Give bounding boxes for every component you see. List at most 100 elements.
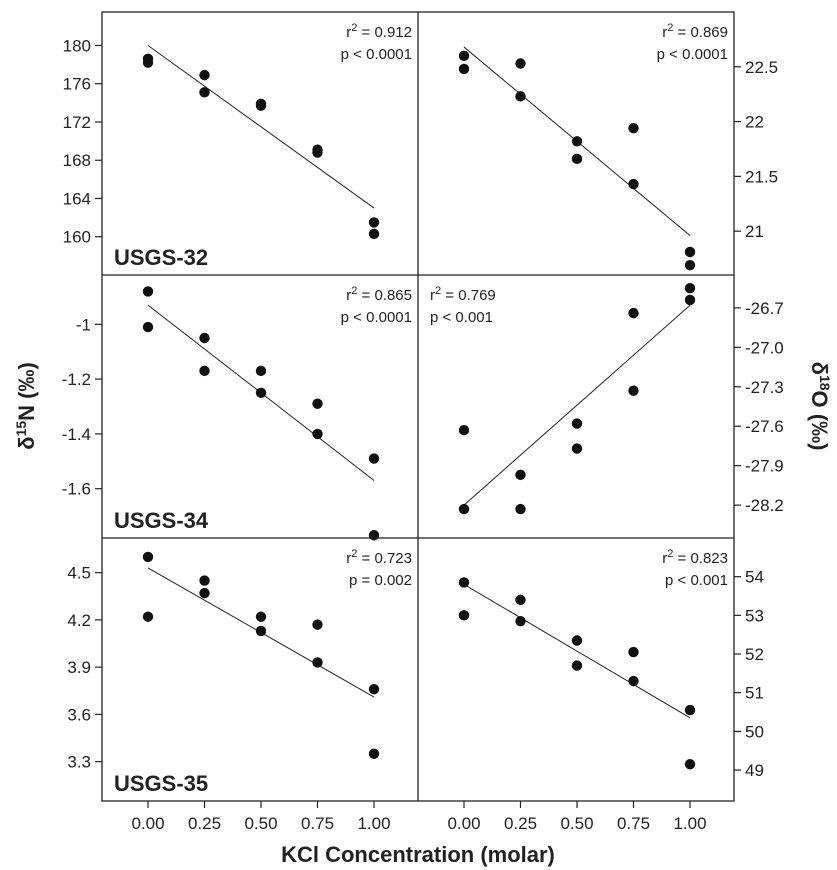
data-point: [515, 594, 526, 606]
x-tick-label: 0.00: [447, 814, 480, 833]
r-squared-value: = 0.865: [357, 287, 412, 304]
data-point: [515, 503, 526, 515]
data-point: [458, 577, 470, 588]
x-axes-layer: 0.00 0.25 0.50 0.75 1.00 0.00 0.25 0.50 0.75 1.00: [131, 801, 707, 833]
p-value-text: p < 0.0001: [657, 46, 728, 63]
y-tick-label: 22.5: [745, 58, 778, 77]
data-point: [312, 398, 323, 409]
data-point: [571, 418, 583, 429]
left-y-axis-title: δ15N (‰): [13, 362, 39, 450]
data-point: [684, 246, 696, 258]
sample-label: USGS-35: [114, 771, 208, 796]
data-point: [684, 704, 696, 716]
r-squared-value: = 0.869: [673, 24, 728, 41]
data-point: [571, 153, 583, 165]
y-tick-label: 4.2: [67, 611, 91, 630]
y-tick-label: 52: [745, 645, 764, 664]
r-squared-symbol: r: [662, 550, 667, 567]
data-point: [312, 147, 323, 158]
x-tick-label: 0.75: [617, 814, 650, 833]
left-y-axis-title-sup: 15: [13, 421, 29, 437]
y-tick-label: 176: [63, 75, 91, 94]
data-point: [199, 69, 210, 81]
y-tick-label: 51: [745, 684, 764, 703]
r-squared-symbol: r: [662, 24, 667, 41]
p-value-text: p < 0.001: [430, 309, 493, 326]
data-point: [515, 58, 526, 69]
data-point: [628, 646, 639, 658]
data-point: [458, 424, 470, 436]
right-y-axis-title-sup: 18: [817, 375, 833, 391]
data-point: [199, 575, 210, 586]
panel-3: -1.6 -1.4 -1.2 -1 r2 = 0.865 p < 0.0001 USGS-3…: [62, 285, 412, 541]
y-tick-label: 160: [63, 228, 91, 247]
y-tick-label: 22: [745, 113, 764, 132]
y-tick-label: 49: [745, 761, 764, 780]
y-tick-label: 3.9: [67, 658, 91, 677]
figure-frame: [101, 11, 735, 802]
r-squared-value: = 0.912: [357, 24, 412, 41]
r-squared-value: = 0.723: [357, 550, 412, 567]
data-point: [515, 469, 526, 481]
data-point: [628, 675, 639, 687]
y-tick-label: 3.3: [67, 753, 91, 772]
data-point: [628, 178, 639, 190]
y-tick-label: -1.4: [62, 425, 91, 444]
data-point: [142, 286, 154, 297]
right-y-axis-title: δ18O (‰): [807, 362, 833, 451]
r-squared-value: = 0.769: [441, 287, 496, 304]
data-point: [199, 365, 210, 377]
y-tick-label: 21: [745, 222, 764, 241]
y-tick-label: 21.5: [745, 167, 778, 186]
data-point: [142, 611, 154, 622]
data-point: [255, 611, 267, 622]
data-point: [255, 100, 267, 111]
panel-4: -28.2 -27.9 -27.6 -27.3 -27.0 -26.7 r2 = 0.769…: [430, 282, 784, 515]
y-tick-label: 54: [745, 568, 764, 587]
r-squared-text: r2 = 0.823: [662, 548, 728, 567]
stats-annotation: r2 = 0.769 p < 0.001: [430, 285, 496, 326]
y-tick-label: -1: [76, 315, 91, 334]
y-tick-label: -1.2: [62, 370, 91, 389]
y-tick-label: -28.2: [745, 496, 784, 515]
data-point: [255, 365, 267, 377]
x-tick-label: 0.25: [188, 814, 221, 833]
stats-annotation: r2 = 0.723 p = 0.002: [346, 548, 412, 589]
r-squared-superscript: 2: [351, 285, 357, 297]
y-tick-label: -27.9: [745, 457, 784, 476]
r-squared-superscript: 2: [435, 285, 441, 297]
r-squared-superscript: 2: [667, 22, 673, 34]
data-point: [142, 321, 154, 333]
y-tick-label: 168: [63, 151, 91, 170]
data-point: [515, 615, 526, 627]
data-point: [458, 610, 470, 621]
panel-5: 3.3 3.6 3.9 4.2 4.5 r2 = 0.723 p = 0.002 USGS-3…: [67, 548, 412, 796]
r-squared-text: r2 = 0.869: [662, 22, 728, 41]
x-tick-label: 1.00: [357, 814, 390, 833]
y-tick-label: 4.5: [67, 564, 91, 583]
y-tick-label: 53: [745, 606, 764, 625]
r-squared-symbol: r: [346, 287, 351, 304]
right-y-axis-title-suffix: O (‰): [807, 391, 832, 451]
x-tick-label: 0.00: [131, 814, 164, 833]
x-axis-title: KCl Concentration (molar): [281, 842, 555, 867]
r-squared-text: r2 = 0.912: [346, 22, 412, 41]
r-squared-text: r2 = 0.865: [346, 285, 412, 304]
data-point: [312, 619, 323, 630]
r-squared-value: = 0.823: [673, 550, 728, 567]
data-point: [571, 635, 583, 646]
x-tick-label: 1.00: [673, 814, 706, 833]
x-tick-label: 0.75: [301, 814, 334, 833]
data-point: [312, 428, 323, 440]
left-y-axis-title-suffix: N (‰): [14, 362, 39, 421]
p-value-text: p < 0.0001: [341, 46, 412, 63]
sample-label: USGS-32: [114, 245, 208, 270]
r-squared-superscript: 2: [351, 548, 357, 560]
regression-line: [463, 583, 691, 719]
y-tick-label: -27.0: [745, 338, 784, 357]
data-point: [571, 136, 583, 147]
left-y-axis-title-prefix: δ: [14, 436, 39, 449]
p-value-text: p = 0.002: [349, 572, 412, 589]
